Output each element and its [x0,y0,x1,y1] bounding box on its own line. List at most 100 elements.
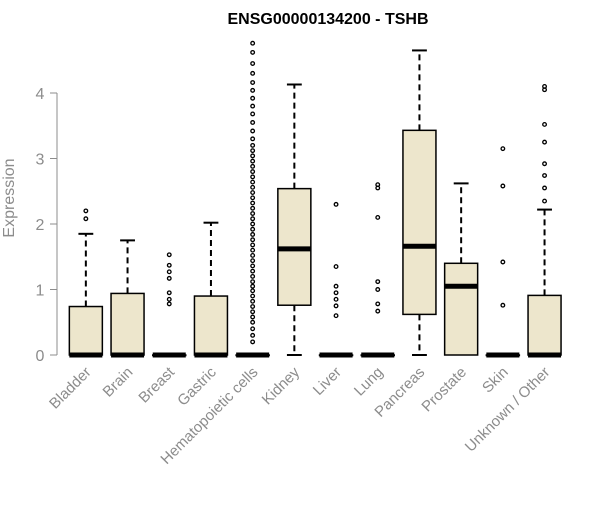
outlier-point [250,263,256,269]
outlier-point [166,296,172,302]
y-tick-label: 1 [36,283,45,300]
box-unknown-other [527,83,562,358]
outlier-point [250,179,256,185]
box-body [193,295,229,356]
outlier-point [375,214,381,220]
outlier-point [250,216,256,222]
outlier-point [250,205,256,211]
outlier-point [250,242,256,248]
outlier-point [250,190,256,196]
outlier-point [250,258,256,264]
box-bladder [68,208,104,358]
box-body [68,305,104,356]
outlier-point [333,303,339,309]
box-pancreas [402,49,437,356]
outlier-point [250,148,256,154]
y-axis-ticks: 0 1 2 3 4 [36,86,57,365]
outlier-point [250,200,256,206]
outlier-point [500,302,506,308]
outlier-point [83,208,89,214]
box-gastric [193,221,229,358]
outlier-point [250,211,256,216]
outlier-point [250,70,256,76]
x-tick-label: Breast [135,363,178,406]
box-body [443,262,479,356]
outlier-point [375,301,381,307]
outlier-point [250,128,256,134]
chart-title: ENSG00000134200 - TSHB [228,11,429,28]
outlier-point [166,290,172,296]
outlier-point [250,111,256,117]
outlier-point [250,136,256,142]
outlier-point [542,173,547,178]
outlier-point [542,161,547,167]
outlier-point [250,326,256,332]
box-body [527,294,562,356]
outlier-point [250,87,256,93]
y-axis-label: Expression [1,158,18,237]
outlier-point [542,139,547,145]
outlier-point [250,283,256,289]
outlier-point [333,290,339,296]
box-kidney [277,83,312,356]
outlier-point [250,288,256,294]
outlier-point [250,332,256,338]
outlier-point [500,259,506,265]
box-series [68,40,562,358]
box-liver [318,201,354,358]
x-tick-label: Liver [310,364,345,399]
outlier-point [250,103,256,109]
outlier-point [166,262,172,268]
y-tick-label: 3 [36,152,45,169]
outlier-point [250,221,256,227]
outlier-point [250,247,256,253]
outlier-point [542,121,547,127]
outlier-point [375,287,381,292]
y-tick-label: 4 [36,86,45,103]
outlier-point [250,174,256,180]
outlier-point [166,269,172,275]
outlier-point [250,80,256,85]
box-lung [360,182,395,358]
outlier-point [250,293,256,299]
outlier-point [333,296,339,302]
outlier-point [542,185,547,191]
outlier-point [542,83,547,89]
y-tick-label: 2 [36,217,45,234]
outlier-point [250,49,256,55]
box-prostate [443,182,479,356]
box-body [110,292,145,356]
outlier-point [250,232,256,237]
outlier-point [250,279,256,285]
outlier-point [250,169,256,175]
outlier-point [250,158,256,164]
outlier-point [375,279,381,285]
outlier-point [333,201,339,207]
box-brain [110,239,145,358]
outlier-point [250,237,256,243]
outlier-point [542,198,547,204]
outlier-point [166,252,172,258]
x-tick-label: Bladder [46,364,95,413]
outlier-point [250,61,256,66]
outlier-point [250,339,256,345]
x-tick-label: Kidney [259,363,304,408]
outlier-point [250,163,256,169]
outlier-point [333,313,339,319]
outlier-point [375,182,381,188]
outlier-point [83,216,89,222]
x-tick-label: Skin [479,364,512,397]
outlier-point [250,268,256,274]
outlier-point [375,308,381,314]
x-tick-label: Lung [351,364,387,400]
outlier-point [250,273,256,279]
outlier-point [250,309,256,315]
outlier-point [250,252,256,258]
box-skin [485,146,521,358]
box-hematopoietic-cells [235,40,270,358]
x-tick-label: Prostate [418,364,470,416]
outlier-point [250,195,256,201]
